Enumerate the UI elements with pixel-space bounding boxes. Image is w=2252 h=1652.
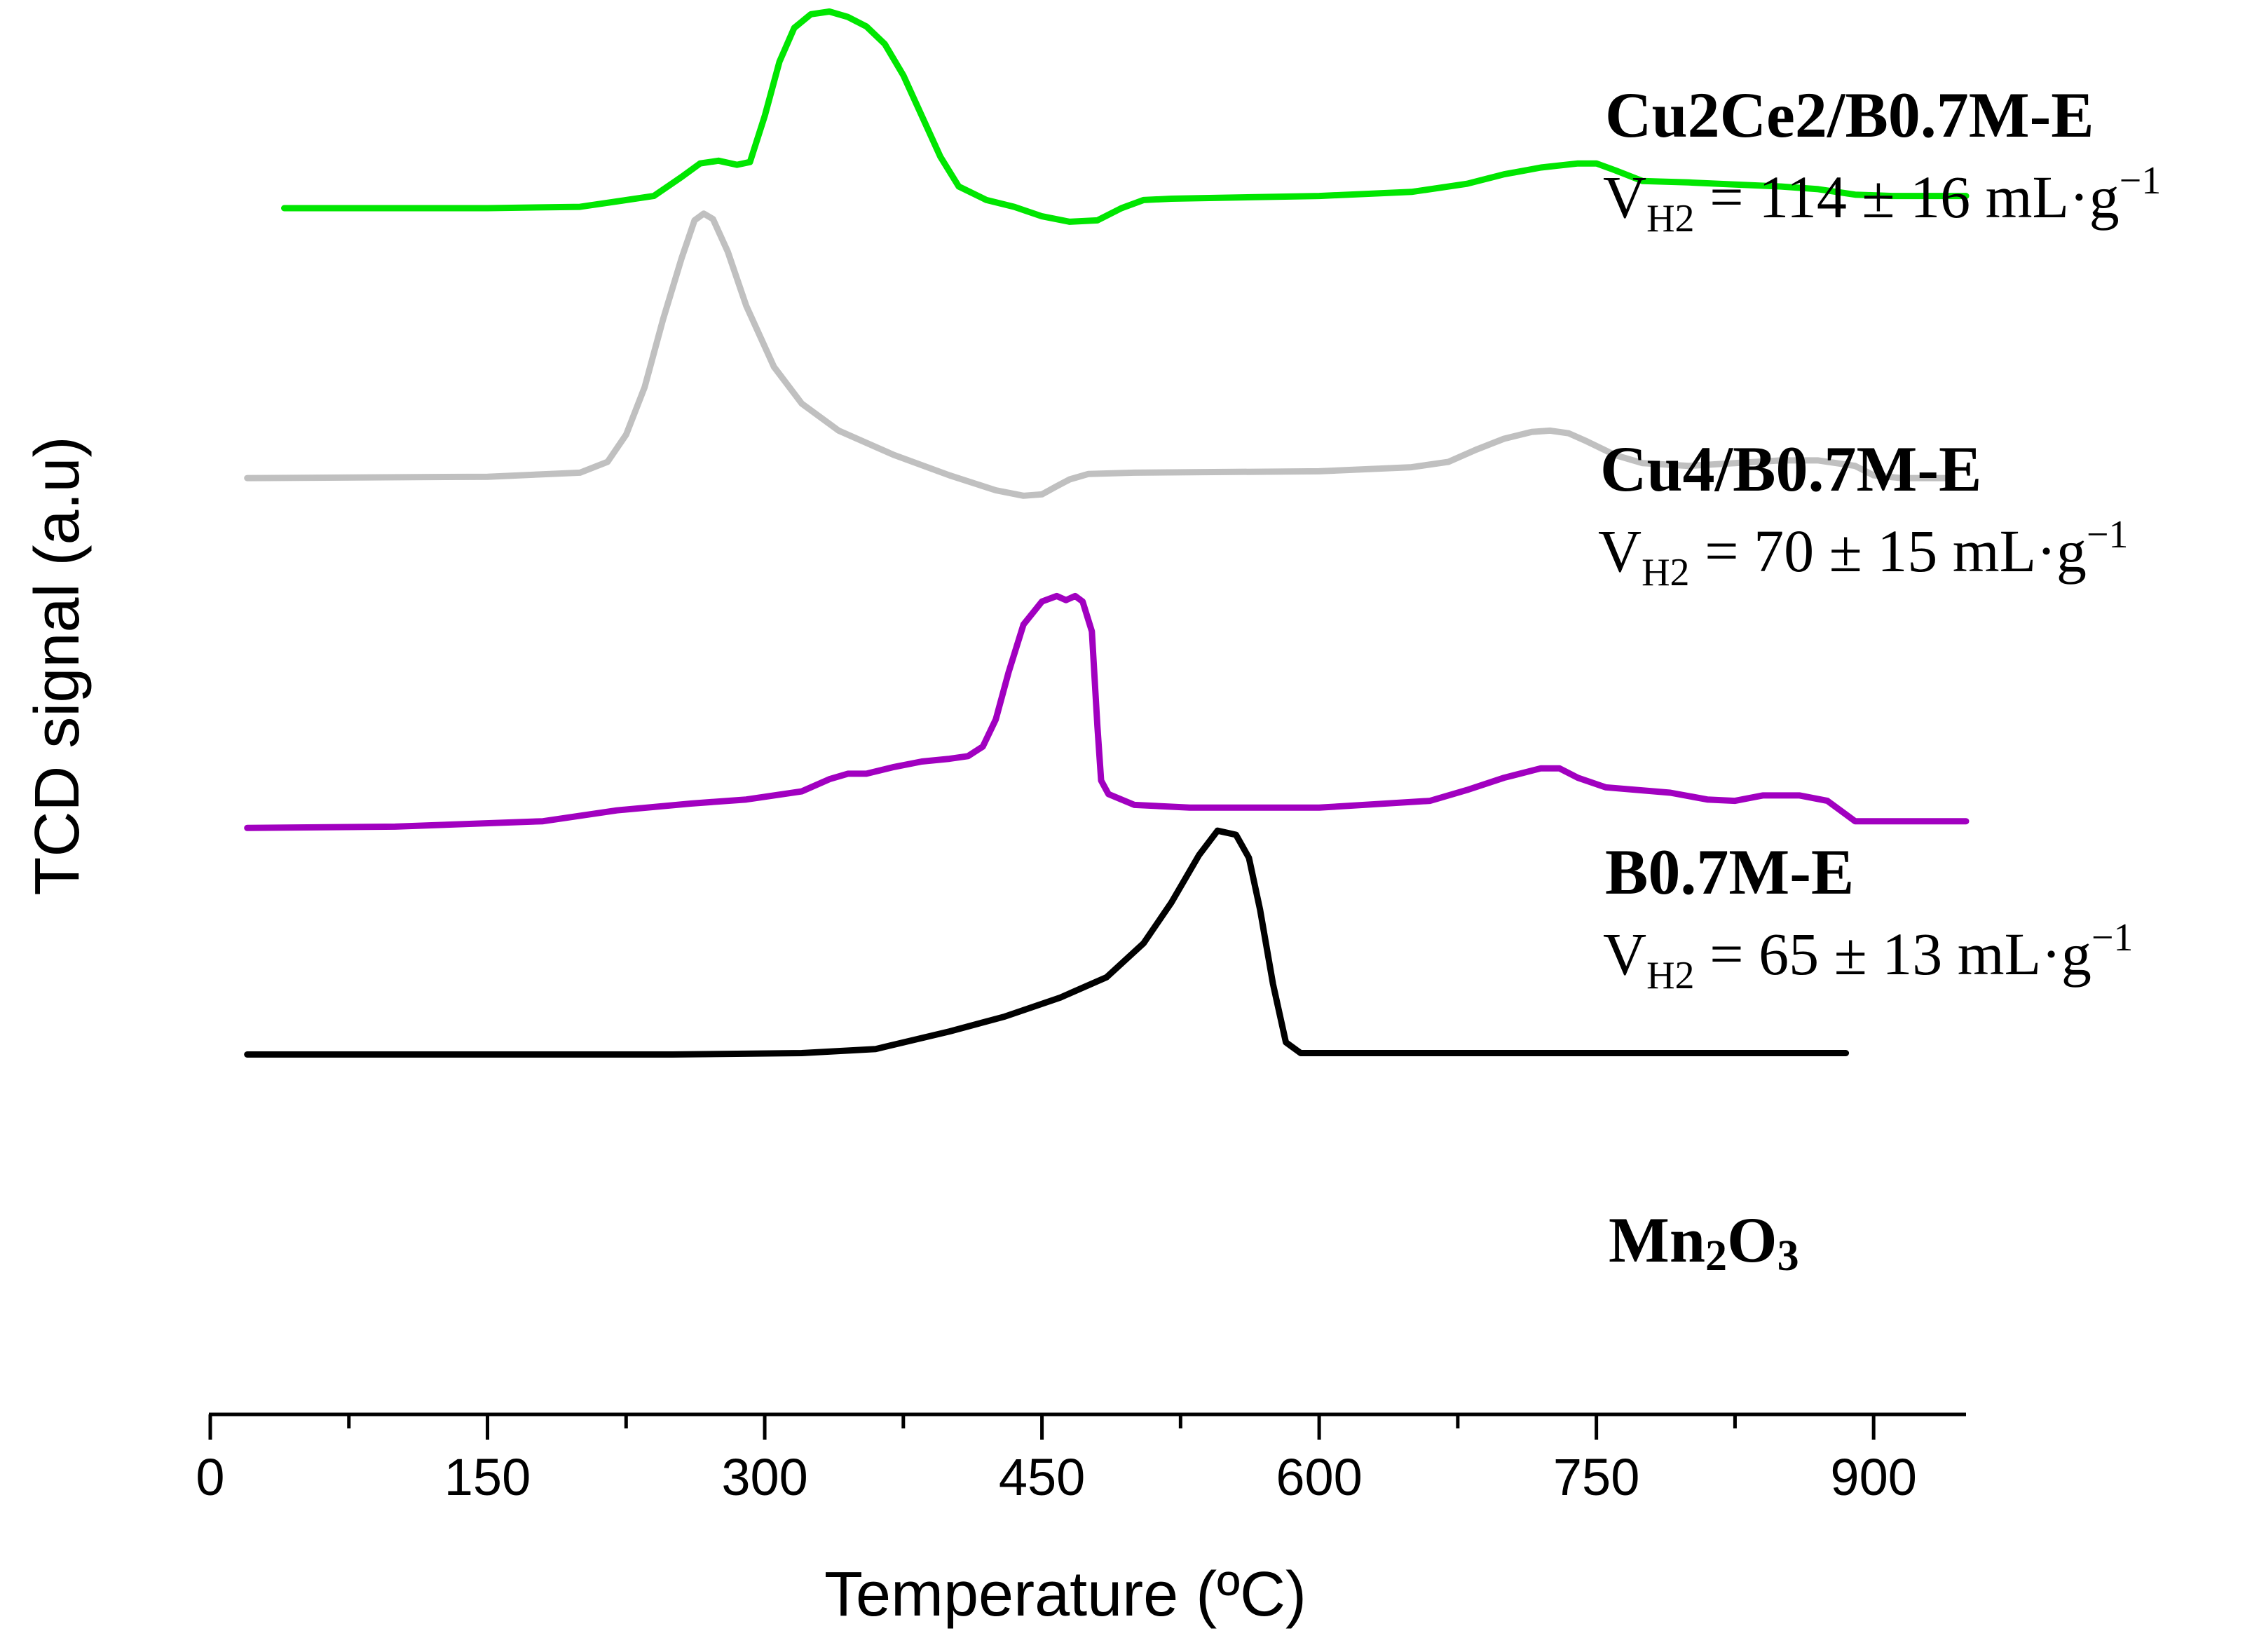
series-label-cu2ce2-b0-7m-e: Cu2Ce2/B0.7M-E (1605, 79, 2094, 151)
x-tick-label: 750 (1553, 1448, 1639, 1506)
series-label-mn2o3: Mn2O3 (1609, 1204, 1799, 1280)
series-volume-b0-7m-e: VH2 = 65 ± 13 mL·g−1 (1603, 916, 2133, 997)
x-tick-label: 900 (1830, 1448, 1916, 1506)
y-axis-title: TCD signal (a.u) (22, 436, 93, 895)
series-label-cu4-b0-7m-e: Cu4/B0.7M-E (1600, 433, 1981, 505)
series-labels: Cu2Ce2/B0.7M-E VH2 = 114 ± 16 mL·g−1 Cu4/B… (1598, 79, 2161, 1280)
series-line-cu4-b0-7m-e (244, 210, 1951, 499)
series-line-cu2ce2-b0-7m-e (281, 8, 1970, 225)
series-line-b0-7m-e (244, 592, 1970, 831)
x-tick-label: 450 (999, 1448, 1085, 1506)
x-tick-label: 600 (1276, 1448, 1362, 1506)
series-label-b0-7m-e: B0.7M-E (1605, 836, 1854, 908)
x-tick-label: 0 (196, 1448, 224, 1506)
series-volume-cu2ce2-b0-7m-e: VH2 = 114 ± 16 mL·g−1 (1603, 159, 2161, 240)
x-axis-title: Temperature (ºC) (824, 1559, 1306, 1630)
series-volume-cu4-b0-7m-e: VH2 = 70 ± 15 mL·g−1 (1598, 513, 2128, 594)
x-tick-label: 150 (444, 1448, 531, 1506)
series-line-mn2o3 (244, 827, 1850, 1058)
plot-area (244, 8, 1970, 1058)
x-tick-label: 300 (721, 1448, 807, 1506)
x-axis: 0 150 300 450 600 750 900 (196, 1412, 1966, 1506)
